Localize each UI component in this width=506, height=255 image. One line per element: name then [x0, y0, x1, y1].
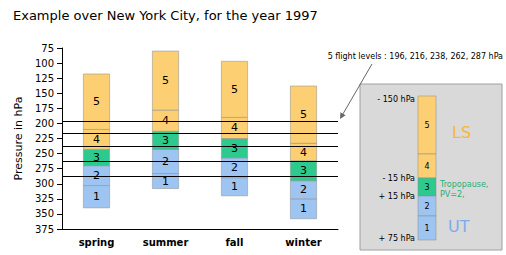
svg-text:350: 350 [35, 208, 54, 219]
svg-text:3: 3 [424, 183, 429, 192]
svg-text:winter: winter [285, 237, 321, 248]
svg-text:Tropopause,: Tropopause, [439, 180, 488, 189]
svg-text:175: 175 [35, 103, 54, 114]
svg-text:UT: UT [448, 217, 470, 236]
svg-text:5 flight levels : 196, 216, 23: 5 flight levels : 196, 216, 238, 262, 28… [328, 52, 503, 61]
svg-text:125: 125 [35, 73, 54, 84]
svg-text:summer: summer [143, 237, 189, 248]
svg-text:Pressure in hPa: Pressure in hPa [12, 97, 25, 181]
svg-text:1: 1 [424, 224, 429, 233]
svg-text:Example over New York City, fo: Example over New York City, for the year… [13, 8, 318, 23]
svg-text:100: 100 [35, 58, 54, 69]
svg-text:2: 2 [231, 161, 238, 174]
svg-text:4: 4 [424, 162, 429, 171]
svg-text:spring: spring [79, 237, 115, 248]
svg-text:+ 15 hPa: + 15 hPa [379, 192, 416, 201]
svg-text:1: 1 [300, 202, 307, 215]
svg-text:5: 5 [93, 95, 100, 108]
svg-text:75: 75 [41, 43, 54, 54]
svg-text:1: 1 [93, 190, 100, 203]
svg-text:1: 1 [162, 174, 169, 188]
svg-text:3: 3 [300, 164, 307, 177]
svg-text:300: 300 [35, 178, 54, 189]
svg-text:1: 1 [231, 180, 238, 193]
svg-text:200: 200 [35, 118, 54, 129]
svg-text:375: 375 [35, 224, 54, 235]
svg-text:+ 75 hPa: + 75 hPa [379, 234, 416, 243]
svg-text:2: 2 [162, 154, 169, 168]
svg-text:5: 5 [424, 121, 429, 130]
svg-text:5: 5 [300, 108, 307, 121]
svg-text:fall: fall [226, 237, 244, 248]
svg-text:5: 5 [231, 83, 238, 96]
svg-text:2: 2 [424, 202, 429, 211]
svg-text:2: 2 [93, 169, 100, 182]
svg-text:4: 4 [93, 133, 100, 146]
svg-text:250: 250 [35, 148, 54, 159]
svg-text:4: 4 [231, 121, 238, 134]
svg-text:3: 3 [162, 134, 169, 147]
svg-text:4: 4 [300, 146, 307, 159]
svg-text:2: 2 [300, 183, 307, 196]
svg-text:275: 275 [35, 163, 54, 174]
svg-text:150: 150 [35, 88, 54, 99]
svg-text:325: 325 [35, 193, 54, 204]
svg-text:225: 225 [35, 133, 54, 144]
svg-text:3: 3 [231, 142, 238, 155]
svg-text:- 15 hPa: - 15 hPa [382, 174, 415, 183]
svg-text:3: 3 [93, 151, 100, 164]
svg-text:4: 4 [162, 114, 169, 127]
svg-text:PV=2,: PV=2, [440, 190, 465, 199]
svg-text:LS: LS [452, 123, 471, 142]
svg-text:5: 5 [162, 74, 169, 87]
svg-text:- 150 hPa: - 150 hPa [377, 95, 415, 104]
